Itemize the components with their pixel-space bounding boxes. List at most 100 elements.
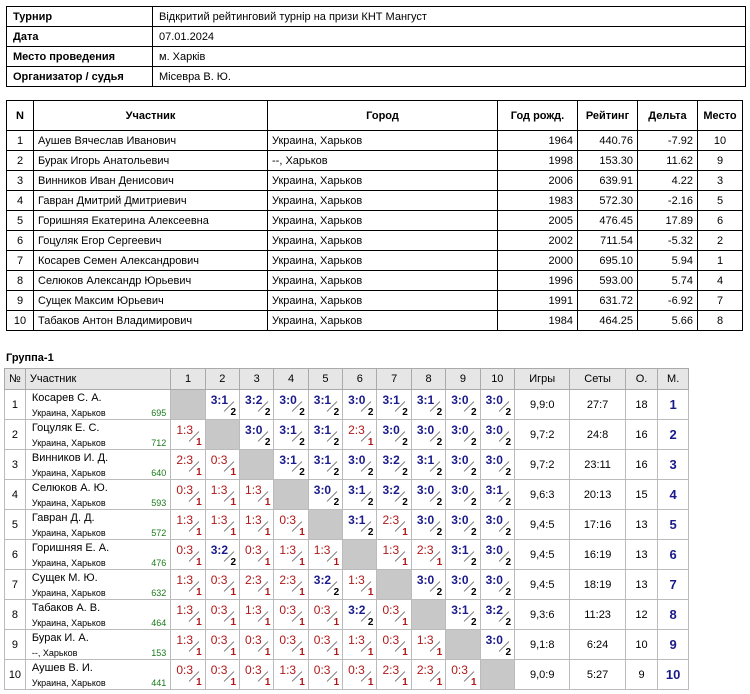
player-year: 1998 xyxy=(497,150,578,171)
player-n: 4 xyxy=(6,190,34,211)
player-city: Украина, Харьков xyxy=(267,130,498,151)
match-score: 3:1 xyxy=(348,483,366,497)
diagonal-cell xyxy=(239,449,275,480)
header-games: Игры xyxy=(514,368,571,390)
player-short-name: Табаков А. В. xyxy=(31,602,101,614)
player-place: 8 xyxy=(697,310,743,331)
player-rating: 593.00 xyxy=(577,270,638,291)
match-result: 0:3 1 xyxy=(239,629,275,660)
row-place: 9 xyxy=(657,629,689,660)
match-points: 2 xyxy=(505,497,512,508)
match-result: 1:3 1 xyxy=(204,479,241,510)
match-points: 2 xyxy=(471,617,477,628)
player-city: Украина, Харьков xyxy=(267,170,498,191)
match-score: 0:3 xyxy=(210,663,228,677)
participants-table: N Участник Город Год рожд. Рейтинг Дельта Мест… xyxy=(6,100,743,331)
match-result: 0:3 1 xyxy=(273,509,309,540)
player-rating: 464.25 xyxy=(577,310,638,331)
match-score: 3:0 xyxy=(451,483,469,497)
player-place: 9 xyxy=(697,150,743,171)
player-city: Украина, Харьков xyxy=(267,310,498,331)
match-score: 3:0 xyxy=(451,423,469,437)
match-points: 2 xyxy=(402,407,408,418)
row-games: 9,4:5 xyxy=(514,569,571,600)
header-opponent: 5 xyxy=(307,368,344,390)
match-result: 0:3 1 xyxy=(204,659,241,690)
match-result: 0:3 1 xyxy=(170,539,206,570)
player-place: 7 xyxy=(697,290,743,311)
match-points: 2 xyxy=(436,407,443,418)
player-delta: 4.22 xyxy=(637,170,698,191)
match-result: 1:3 1 xyxy=(410,629,447,660)
match-score: 3:2 xyxy=(348,603,366,617)
match-score: 3:1 xyxy=(485,483,503,497)
match-result: 3:0 2 xyxy=(479,569,516,600)
match-points: 2 xyxy=(436,437,443,448)
row-number: 7 xyxy=(4,569,26,600)
row-player: Табаков А. В. Украина, Харьков 464 xyxy=(24,599,172,630)
match-points: 1 xyxy=(402,647,408,658)
group-row: 5 Гавран Д. Д. Украина, Харьков 572 1:3 1 1:3 1… xyxy=(4,509,689,540)
match-result: 2:3 1 xyxy=(376,509,412,540)
match-score: 0:3 xyxy=(245,633,262,647)
match-score: 1:3 xyxy=(176,423,194,437)
match-result: 0:3 1 xyxy=(307,659,344,690)
match-points: 1 xyxy=(436,557,443,568)
match-points: 1 xyxy=(196,557,202,568)
match-score: 3:1 xyxy=(313,393,332,407)
header-opponent: 2 xyxy=(204,368,241,390)
match-score: 0:3 xyxy=(176,483,194,497)
match-points: 2 xyxy=(436,467,443,478)
match-score: 1:3 xyxy=(245,483,262,497)
row-games: 9,4:5 xyxy=(514,509,571,540)
match-score: 3:1 xyxy=(210,393,229,407)
player-name: Косарев Семен Александрович xyxy=(33,250,268,271)
row-player: Бурак И. А. --, Харьков 153 xyxy=(24,629,172,660)
match-score: 3:1 xyxy=(416,393,435,407)
match-points: 2 xyxy=(333,587,340,598)
header-opponent: 4 xyxy=(273,368,309,390)
match-result: 3:1 2 xyxy=(410,449,447,480)
player-n: 6 xyxy=(6,230,34,251)
match-score: 0:3 xyxy=(210,603,228,617)
player-rating: 441 xyxy=(151,678,167,688)
match-result: 3:0 2 xyxy=(479,509,516,540)
match-points: 1 xyxy=(402,557,408,568)
match-score: 3:1 xyxy=(382,393,400,407)
header-points: О. xyxy=(624,368,659,390)
match-result: 3:1 2 xyxy=(376,389,412,420)
player-short-name: Селюков А. Ю. xyxy=(31,482,108,494)
row-games: 9,0:9 xyxy=(514,659,571,690)
match-points: 1 xyxy=(230,497,237,508)
player-city: Украина, Харьков xyxy=(31,468,106,478)
row-player: Аушев В. И. Украина, Харьков 441 xyxy=(24,659,172,690)
match-result: 3:1 2 xyxy=(342,509,378,540)
match-result: 3:0 2 xyxy=(479,539,516,570)
header-opponent: 1 xyxy=(170,368,206,390)
player-year: 1964 xyxy=(497,130,578,151)
match-points: 2 xyxy=(505,527,512,538)
row-points: 15 xyxy=(624,479,659,510)
match-result: 3:0 2 xyxy=(273,389,309,420)
match-points: 1 xyxy=(299,617,305,628)
diagonal-cell xyxy=(410,599,447,630)
match-score: 3:0 xyxy=(348,453,366,467)
group-row: 1 Косарев С. А. Украина, Харьков 695 3:1 2 3:2… xyxy=(4,389,689,420)
match-score: 0:3 xyxy=(245,543,262,557)
match-result: 3:0 2 xyxy=(479,629,516,660)
row-points: 18 xyxy=(624,389,659,420)
match-score: 3:0 xyxy=(485,543,503,557)
match-result: 1:3 1 xyxy=(376,539,412,570)
player-city: Украина, Харьков xyxy=(31,618,106,628)
match-result: 3:0 2 xyxy=(410,479,447,510)
match-points: 1 xyxy=(264,587,271,598)
match-score: 3:1 xyxy=(451,543,469,557)
player-place: 10 xyxy=(697,130,743,151)
player-delta: 5.66 xyxy=(637,310,698,331)
match-result: 3:1 2 xyxy=(445,539,481,570)
column-header: Место xyxy=(697,100,743,131)
player-delta: -2.16 xyxy=(637,190,698,211)
match-points: 2 xyxy=(436,587,443,598)
match-result: 3:1 2 xyxy=(307,449,344,480)
player-short-name: Горишняя Е. А. xyxy=(31,542,110,554)
